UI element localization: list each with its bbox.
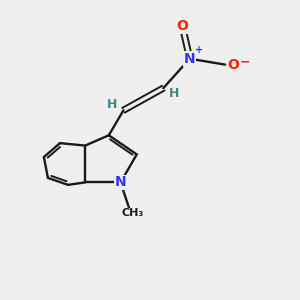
Text: −: − [239, 55, 250, 68]
Text: N: N [184, 52, 196, 66]
Text: +: + [194, 45, 202, 55]
Text: CH₃: CH₃ [121, 208, 143, 218]
Text: O: O [227, 58, 239, 72]
Text: N: N [115, 176, 126, 189]
Text: H: H [107, 98, 118, 111]
Text: O: O [176, 19, 188, 33]
Text: H: H [169, 87, 180, 100]
